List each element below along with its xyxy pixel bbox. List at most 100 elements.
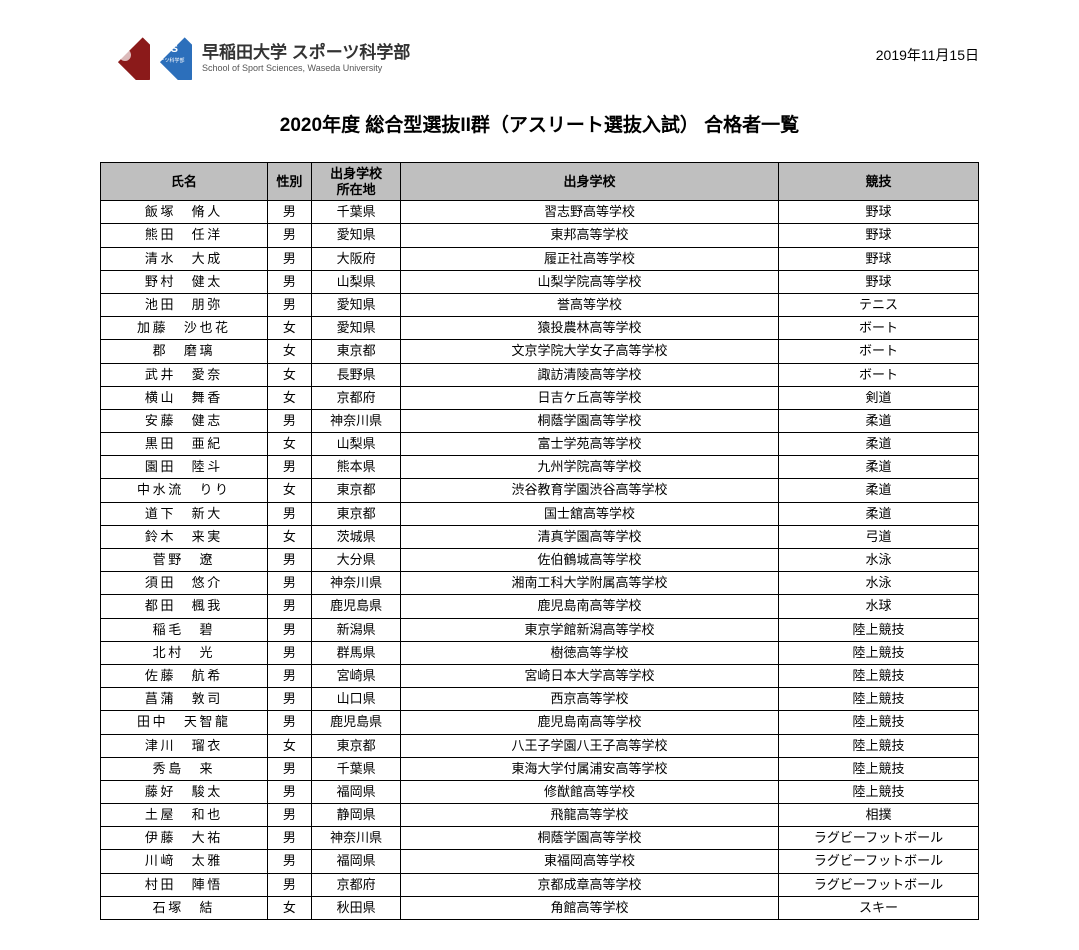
cell-school: 角館高等学校 <box>401 896 779 919</box>
results-table: 氏名 性別 出身学校 所在地 出身学校 競技 飯塚 脩人男千葉県習志野高等学校野… <box>100 162 979 920</box>
cell-school: 東邦高等学校 <box>401 224 779 247</box>
cell-prefecture: 山梨県 <box>312 433 401 456</box>
table-row: 加藤 沙也花女愛知県猿投農林高等学校ボート <box>101 317 979 340</box>
cell-sport: 野球 <box>778 270 978 293</box>
cell-name: 石塚 結 <box>101 896 268 919</box>
table-row: 伊藤 大祐男神奈川県桐蔭学園高等学校ラグビーフットボール <box>101 827 979 850</box>
cell-name: 園田 陸斗 <box>101 456 268 479</box>
cell-prefecture: 宮崎県 <box>312 664 401 687</box>
cell-gender: 男 <box>267 247 311 270</box>
cell-name: 郡 磨璃 <box>101 340 268 363</box>
cell-prefecture: 京都府 <box>312 873 401 896</box>
sps-logo-text: SPS <box>156 43 178 55</box>
table-row: 土屋 和也男静岡県飛龍高等学校相撲 <box>101 804 979 827</box>
cell-gender: 男 <box>267 595 311 618</box>
cell-sport: 弓道 <box>778 525 978 548</box>
cell-sport: ボート <box>778 317 978 340</box>
cell-school: 桐蔭学園高等学校 <box>401 827 779 850</box>
cell-name: 田中 天智龍 <box>101 711 268 734</box>
cell-prefecture: 静岡県 <box>312 804 401 827</box>
cell-prefecture: 茨城県 <box>312 525 401 548</box>
cell-school: 宮崎日本大学高等学校 <box>401 664 779 687</box>
cell-sport: テニス <box>778 293 978 316</box>
cell-name: 藤好 駿太 <box>101 780 268 803</box>
cell-sport: 陸上競技 <box>778 780 978 803</box>
cell-school: 西京高等学校 <box>401 688 779 711</box>
cell-name: 菖蒲 敦司 <box>101 688 268 711</box>
cell-gender: 男 <box>267 549 311 572</box>
cell-name: 川﨑 太雅 <box>101 850 268 873</box>
table-header-row: 氏名 性別 出身学校 所在地 出身学校 競技 <box>101 163 979 201</box>
cell-prefecture: 神奈川県 <box>312 827 401 850</box>
cell-school: 東京学館新潟高等学校 <box>401 618 779 641</box>
logo-text-group: 早稲田大学 スポーツ科学部 School of Sport Sciences, … <box>202 38 410 73</box>
cell-name: 都田 楓我 <box>101 595 268 618</box>
table-row: 川﨑 太雅男福岡県東福岡高等学校ラグビーフットボール <box>101 850 979 873</box>
cell-prefecture: 東京都 <box>312 734 401 757</box>
cell-prefecture: 愛知県 <box>312 317 401 340</box>
cell-sport: 野球 <box>778 224 978 247</box>
cell-prefecture: 神奈川県 <box>312 572 401 595</box>
table-row: 飯塚 脩人男千葉県習志野高等学校野球 <box>101 201 979 224</box>
cell-school: 履正社高等学校 <box>401 247 779 270</box>
header-prefecture: 出身学校 所在地 <box>312 163 401 201</box>
cell-gender: 女 <box>267 363 311 386</box>
cell-name: 村田 陣悟 <box>101 873 268 896</box>
cell-gender: 女 <box>267 433 311 456</box>
cell-gender: 男 <box>267 873 311 896</box>
uni-name-jp: 早稲田大学 スポーツ科学部 <box>202 38 410 63</box>
cell-school: 東福岡高等学校 <box>401 850 779 873</box>
cell-sport: 陸上競技 <box>778 641 978 664</box>
cell-sport: スキー <box>778 896 978 919</box>
cell-gender: 男 <box>267 572 311 595</box>
cell-prefecture: 熊本県 <box>312 456 401 479</box>
table-row: 津川 瑠衣女東京都八王子学園八王子高等学校陸上競技 <box>101 734 979 757</box>
header-sport: 競技 <box>778 163 978 201</box>
cell-gender: 男 <box>267 293 311 316</box>
cell-prefecture: 東京都 <box>312 502 401 525</box>
document-date: 2019年11月15日 <box>876 45 979 65</box>
cell-name: 北村 光 <box>101 641 268 664</box>
cell-school: 修猷館高等学校 <box>401 780 779 803</box>
cell-gender: 女 <box>267 340 311 363</box>
cell-school: 湘南工科大学附属高等学校 <box>401 572 779 595</box>
cell-sport: 野球 <box>778 247 978 270</box>
uni-name-en: School of Sport Sciences, Waseda Univers… <box>202 63 410 73</box>
cell-sport: 陸上競技 <box>778 734 978 757</box>
cell-sport: 陸上競技 <box>778 688 978 711</box>
table-row: 池田 朋弥男愛知県誉高等学校テニス <box>101 293 979 316</box>
table-row: 郡 磨璃女東京都文京学院大学女子高等学校ボート <box>101 340 979 363</box>
cell-prefecture: 新潟県 <box>312 618 401 641</box>
cell-sport: 水球 <box>778 595 978 618</box>
cell-name: 須田 悠介 <box>101 572 268 595</box>
table-row: 武井 愛奈女長野県諏訪清陵高等学校ボート <box>101 363 979 386</box>
cell-school: 清真学園高等学校 <box>401 525 779 548</box>
cell-gender: 男 <box>267 804 311 827</box>
cell-gender: 男 <box>267 409 311 432</box>
cell-name: 稲毛 碧 <box>101 618 268 641</box>
header-school: 出身学校 <box>401 163 779 201</box>
cell-school: 飛龍高等学校 <box>401 804 779 827</box>
cell-school: 鹿児島南高等学校 <box>401 711 779 734</box>
cell-gender: 男 <box>267 850 311 873</box>
table-row: 園田 陸斗男熊本県九州学院高等学校柔道 <box>101 456 979 479</box>
cell-name: 野村 健太 <box>101 270 268 293</box>
table-row: 鈴木 来実女茨城県清真学園高等学校弓道 <box>101 525 979 548</box>
document-page: SPS スポーツ科学部 早稲田大学 スポーツ科学部 School of Spor… <box>0 0 1079 950</box>
table-row: 黒田 亜紀女山梨県富士学苑高等学校柔道 <box>101 433 979 456</box>
sps-logo-subtext: スポーツ科学部 <box>150 57 185 64</box>
cell-school: 諏訪清陵高等学校 <box>401 363 779 386</box>
cell-school: 山梨学院高等学校 <box>401 270 779 293</box>
cell-sport: 陸上競技 <box>778 618 978 641</box>
cell-name: 熊田 任洋 <box>101 224 268 247</box>
cell-name: 津川 瑠衣 <box>101 734 268 757</box>
cell-prefecture: 鹿児島県 <box>312 595 401 618</box>
cell-prefecture: 愛知県 <box>312 224 401 247</box>
cell-prefecture: 愛知県 <box>312 293 401 316</box>
table-row: 石塚 結女秋田県角館高等学校スキー <box>101 896 979 919</box>
cell-gender: 男 <box>267 827 311 850</box>
cell-name: 佐藤 航希 <box>101 664 268 687</box>
cell-sport: 柔道 <box>778 433 978 456</box>
table-row: 秀島 来男千葉県東海大学付属浦安高等学校陸上競技 <box>101 757 979 780</box>
cell-sport: 陸上競技 <box>778 664 978 687</box>
